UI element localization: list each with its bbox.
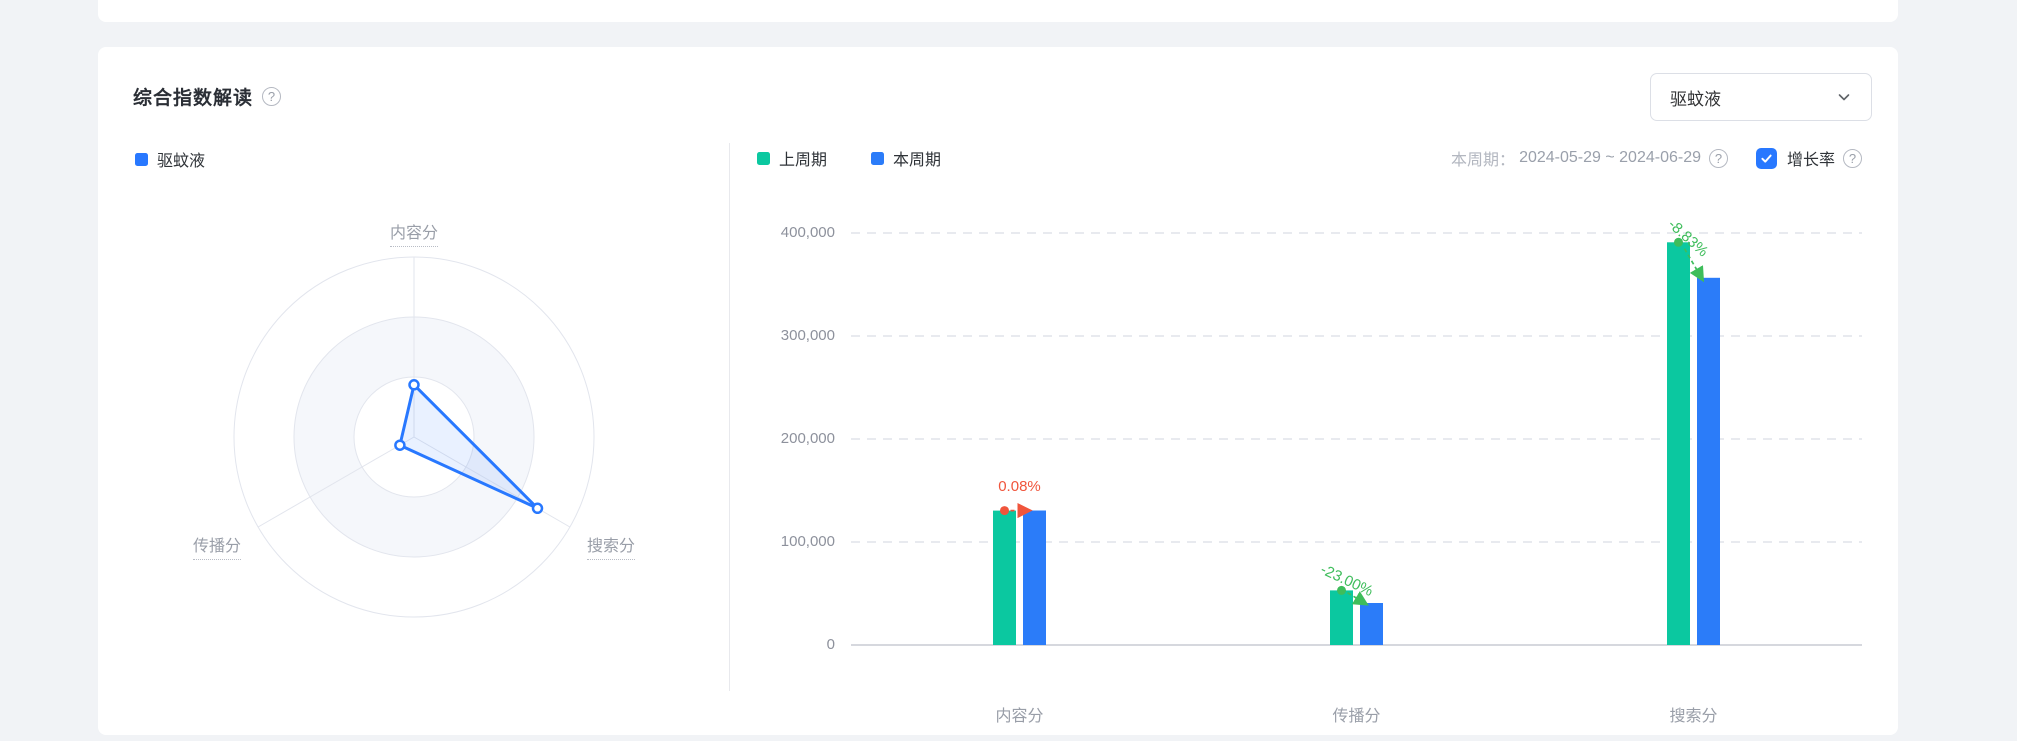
y-axis-tick-label: 100,000 (780, 533, 835, 550)
radar-chart-svg (233, 256, 595, 618)
x-axis-category-label: 内容分 (995, 708, 1044, 725)
radar-vertex-传播分[interactable] (394, 439, 406, 451)
growth-rate-label: 增长率 (1786, 152, 1835, 169)
growth-arrow (1347, 591, 1369, 606)
bar-legend: 上周期 本周期 (757, 146, 941, 170)
chevron-down-icon (1838, 94, 1850, 101)
radar-indicator-label: 搜索分 (586, 532, 636, 560)
y-axis-tick-label: 300,000 (780, 327, 835, 344)
y-axis-tick-label: 200,000 (780, 430, 835, 447)
x-axis-category-label: 搜索分 (1669, 708, 1718, 725)
page-title: 综合指数解读 (133, 88, 254, 109)
card-title-row: 综合指数解读 ? (133, 83, 282, 110)
legend-item-this-period[interactable]: 本周期 (871, 146, 941, 170)
previous-section-card (98, 0, 1898, 22)
bar-this-period-搜索分[interactable] (1697, 277, 1720, 645)
growth-rate-help-icon[interactable]: ? (1843, 148, 1862, 168)
radar-axis-search (413, 436, 571, 528)
title-help-icon[interactable]: ? (262, 87, 282, 106)
radar-chart: 内容分搜索分 传播分 (192, 207, 636, 647)
radar-legend-item[interactable]: 驱蚊液 (135, 147, 205, 171)
radar-legend-swatch (135, 152, 148, 166)
y-axis-tick-label: 0 (826, 636, 835, 653)
growth-start-dot (1674, 237, 1683, 247)
y-axis-tick-label: 400,000 (780, 224, 835, 241)
radar-vertex-搜索分[interactable] (531, 502, 544, 515)
radar-axis-spread (257, 436, 415, 528)
bar-panel-header: 上周期 本周期 本周期： 2024-05-29 ~ 2024-06-29 ? 增… (757, 146, 1862, 170)
bar-this-period-内容分[interactable] (1023, 510, 1046, 646)
growth-rate-value: 0.08% (998, 477, 1041, 495)
period-range: 2024-05-29 ~ 2024-06-29 (1519, 149, 1701, 166)
checkmark-icon (1761, 154, 1772, 163)
radar-vertex-内容分[interactable] (408, 379, 420, 391)
keyword-select[interactable]: 驱蚊液 (1650, 73, 1872, 121)
growth-start-dot (1337, 585, 1346, 595)
period-label: 本周期： (1451, 152, 1516, 169)
bar-last-period-传播分[interactable] (1330, 590, 1353, 645)
bar-chart-svg (851, 232, 1862, 646)
this-period-label: 本周期 (893, 152, 942, 169)
legend-item-last-period[interactable]: 上周期 (757, 146, 827, 170)
bar-last-period-内容分[interactable] (993, 510, 1016, 645)
panel-divider (729, 143, 730, 691)
radar-series-polygon[interactable] (398, 383, 539, 510)
keyword-select-value: 驱蚊液 (1670, 89, 1721, 109)
bar-this-period-传播分[interactable] (1360, 603, 1383, 645)
radar-indicator-label: 传播分 (192, 532, 242, 560)
radar-indicator-label: 内容分 (389, 219, 439, 247)
composite-index-card: 综合指数解读 ? 驱蚊液 驱蚊液 内容分 搜索分 传播分 上周期 (98, 47, 1898, 735)
period-help-icon[interactable]: ? (1708, 148, 1728, 168)
x-axis-category-label: 传播分 (1332, 708, 1381, 725)
growth-rate-checkbox[interactable] (1755, 147, 1777, 169)
growth-arrow (1683, 248, 1705, 283)
radar-legend-label: 驱蚊液 (157, 153, 206, 170)
period-group: 本周期： 2024-05-29 ~ 2024-06-29 ? 增长率 ? (1451, 146, 1862, 170)
last-period-label: 上周期 (779, 152, 828, 169)
this-period-swatch (871, 151, 885, 165)
bar-last-period-搜索分[interactable] (1667, 242, 1690, 646)
growth-start-dot (1000, 506, 1009, 516)
last-period-swatch (757, 151, 770, 165)
